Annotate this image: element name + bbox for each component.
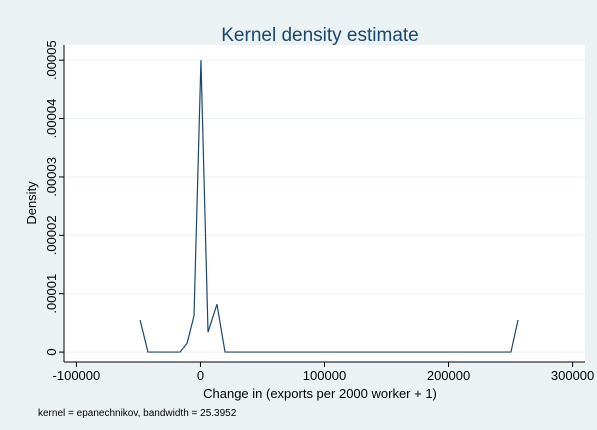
y-axis-title: Density bbox=[24, 181, 39, 225]
y-tick-label: .00003 bbox=[44, 157, 59, 197]
x-tick-label: 300000 bbox=[551, 368, 594, 383]
x-tick-label: 200000 bbox=[427, 368, 470, 383]
y-tick-label: 0 bbox=[44, 348, 59, 355]
note: kernel = epanechnikov, bandwidth = 25.39… bbox=[38, 408, 237, 419]
x-axis-title: Change in (exports per 2000 worker + 1) bbox=[203, 386, 437, 401]
density-line bbox=[139, 60, 519, 353]
chart-title: Kernel density estimate bbox=[221, 25, 419, 46]
x-tick-label: 100000 bbox=[303, 368, 346, 383]
plot-area bbox=[64, 45, 585, 362]
y-tick-label: .00004 bbox=[44, 99, 59, 139]
y-tick-label: .00001 bbox=[44, 274, 59, 314]
x-tick-label: -100000 bbox=[53, 368, 101, 383]
y-tick-label: .00002 bbox=[44, 215, 59, 255]
y-tick-label: .00005 bbox=[44, 40, 59, 80]
x-tick-label: 0 bbox=[197, 368, 204, 383]
